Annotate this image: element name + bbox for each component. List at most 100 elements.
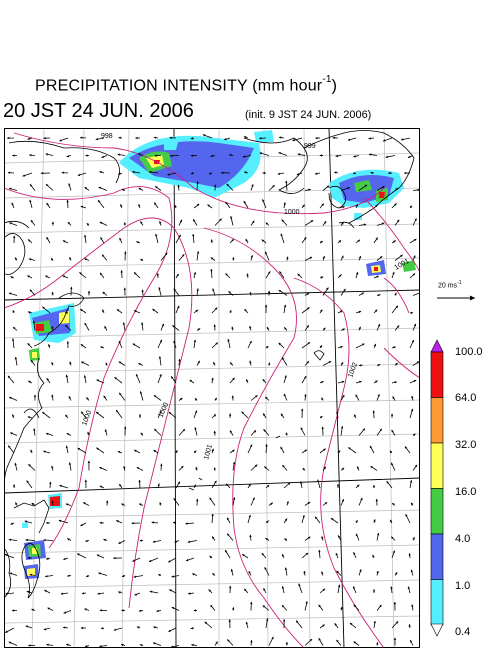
wind-vector-head <box>347 138 351 141</box>
wind-vector-head <box>140 432 144 436</box>
wind-vector-head <box>51 500 54 503</box>
wind-vector-head <box>10 432 13 435</box>
wind-vector-head <box>193 219 196 222</box>
wind-vector-head <box>341 255 344 259</box>
wind-vector-head <box>12 609 15 612</box>
wind-vector-head <box>27 137 30 140</box>
wind-vector-head <box>45 153 48 156</box>
wind-vector-head <box>378 294 381 297</box>
wind-vector-head <box>157 483 160 486</box>
wind-vector-head <box>171 376 174 379</box>
wind-vector-head <box>263 413 266 416</box>
wind-vector-head <box>42 412 45 415</box>
wind-vector-head <box>151 521 154 524</box>
wind-vector-head <box>262 379 265 382</box>
wind-vector-head <box>174 540 177 543</box>
wind-vector-head <box>228 413 232 416</box>
wind-vector-head <box>281 605 285 608</box>
wind-vector-head <box>12 414 15 417</box>
wind-vector-head <box>396 325 400 328</box>
wind-vector-head <box>210 257 214 260</box>
wind-vector-head <box>308 188 311 191</box>
wind-vector-head <box>5 592 8 595</box>
wind-vector-head <box>29 154 32 157</box>
wind-vector-head <box>31 502 35 506</box>
wind-vector-head <box>46 378 49 381</box>
wind-vector-head <box>65 445 68 449</box>
wind-vector-head <box>310 220 314 223</box>
wind-vector-head <box>364 184 368 187</box>
wind-vector-head <box>383 139 386 142</box>
wind-vector-head <box>43 450 46 453</box>
wind-vector-head <box>411 339 414 343</box>
wind-vector-head <box>279 271 282 274</box>
wind-vector-head <box>80 205 84 208</box>
wind-vector-head <box>190 154 194 157</box>
wind-vector-head <box>375 205 378 208</box>
wind-vector-head <box>173 340 176 344</box>
wind-vector-head <box>153 642 156 645</box>
wind-vector-head <box>29 573 32 577</box>
wind-vector-head <box>194 410 198 413</box>
wind-vector-head <box>413 238 417 242</box>
wind-vector-head <box>68 396 71 399</box>
wind-vector-head <box>336 639 339 643</box>
wind-vector-head <box>177 305 180 309</box>
wind-vector-head <box>416 361 420 364</box>
wind-vector-head <box>414 464 417 468</box>
wind-vector-head <box>226 483 229 487</box>
wind-vector-head <box>232 607 235 610</box>
wind-vector-head <box>155 233 158 237</box>
wind-vector-head <box>262 171 265 175</box>
wind-vector-head <box>46 643 49 646</box>
wind-vector-head <box>318 549 321 553</box>
isobars <box>4 132 420 648</box>
wind-vector-head <box>116 309 120 312</box>
wind-vector-head <box>341 499 344 502</box>
wind-vector-head <box>140 259 143 262</box>
wind-vector-head <box>84 187 88 190</box>
wind-vector-head <box>14 257 18 260</box>
wind-vector-head <box>171 607 175 610</box>
wind-vector-head <box>168 560 171 563</box>
wind-vector-head <box>182 429 185 432</box>
wind-vector-head <box>266 618 269 621</box>
wind-vector-head <box>370 445 373 449</box>
wind-vector-head <box>138 609 142 612</box>
wind-vector-head <box>230 362 233 365</box>
wind-vector-head <box>379 256 383 259</box>
wind-vector-head <box>102 309 105 312</box>
wind-vector-head <box>7 375 11 379</box>
wind-vector-head <box>31 608 34 611</box>
wind-vector-head <box>377 324 381 327</box>
wind-vector-head <box>400 254 403 258</box>
wind-vector-head <box>357 466 360 469</box>
legend-label-32: 32.0 <box>455 439 477 451</box>
wind-vector-head <box>9 222 12 225</box>
wind-vector-head <box>195 309 198 313</box>
precip-area-west <box>29 303 76 361</box>
wind-vector-head <box>259 137 262 140</box>
wind-vector-head <box>264 466 267 469</box>
wind-vector-head <box>244 136 247 139</box>
wind-vector-head <box>134 310 137 313</box>
wind-vector-head <box>263 588 266 591</box>
wind-vector-head <box>210 239 213 242</box>
wind-vector-head <box>248 514 251 518</box>
wind-vector-head <box>30 220 34 223</box>
wind-vector-head <box>178 234 181 238</box>
wind-vector-head <box>259 152 263 155</box>
wind-vector-head <box>138 204 141 207</box>
wind-vector-head <box>361 292 364 295</box>
wind-vector-head <box>353 552 356 555</box>
wind-vector-head <box>226 183 229 187</box>
wind-vector-head <box>225 550 228 553</box>
wind-vector-head <box>227 533 230 536</box>
wind-vector-head <box>377 533 380 536</box>
wind-vector-head <box>393 601 397 605</box>
wind-vector-head <box>362 428 365 431</box>
wind-vector-head <box>324 502 328 505</box>
wind-vector-head <box>7 171 11 174</box>
wind-vector-head <box>350 622 353 626</box>
wind-vector-head <box>196 251 200 254</box>
